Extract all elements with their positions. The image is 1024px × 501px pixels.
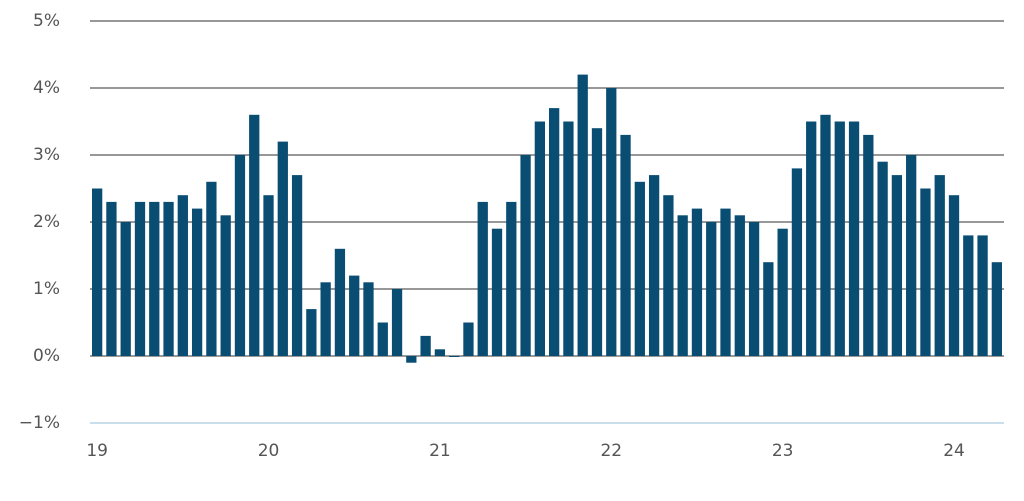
bar <box>520 155 531 356</box>
y-tick-label: 0% <box>33 346 60 366</box>
bar <box>620 134 631 356</box>
bar <box>834 121 845 356</box>
bar <box>506 201 517 356</box>
bar <box>863 134 874 356</box>
bar <box>663 195 674 356</box>
y-tick-label: 4% <box>33 78 60 98</box>
bar <box>263 195 274 356</box>
bar <box>277 141 288 356</box>
bar <box>948 195 960 356</box>
bar <box>134 201 146 356</box>
bar <box>463 322 474 356</box>
bar <box>234 155 246 356</box>
bar <box>820 114 831 356</box>
bar <box>191 208 203 356</box>
bar <box>748 222 760 356</box>
bar <box>548 108 560 356</box>
y-tick-label: 2% <box>33 212 60 232</box>
bar <box>320 282 331 356</box>
bar <box>991 262 1003 356</box>
bar <box>648 175 660 356</box>
bar <box>691 208 703 356</box>
bar <box>206 181 217 356</box>
bar <box>534 121 546 356</box>
bar <box>220 215 231 356</box>
x-tick-label: 22 <box>600 441 622 461</box>
bar <box>291 175 303 356</box>
bar <box>720 208 731 356</box>
bar <box>177 195 188 356</box>
bar <box>91 188 103 356</box>
y-tick-label: 5% <box>33 11 60 31</box>
bar <box>363 282 374 356</box>
bar <box>934 175 945 356</box>
bar <box>677 215 688 356</box>
bar <box>763 262 774 356</box>
bar <box>806 121 817 356</box>
bar <box>906 155 917 356</box>
bar <box>777 228 788 356</box>
bar <box>606 88 617 356</box>
bar <box>963 235 974 356</box>
y-tick-label: 1% <box>33 279 60 299</box>
x-tick-label: 19 <box>86 441 108 461</box>
bar <box>477 201 488 356</box>
bar <box>149 201 160 356</box>
bar <box>706 222 717 356</box>
x-tick-label: 21 <box>429 441 451 461</box>
bar <box>106 201 117 356</box>
bar <box>920 188 931 356</box>
bar <box>877 161 888 356</box>
bar <box>977 235 988 356</box>
bar <box>377 322 388 356</box>
bar <box>249 114 260 356</box>
bar <box>634 181 645 356</box>
bar <box>591 128 603 356</box>
bar <box>163 201 174 356</box>
bar <box>449 356 460 357</box>
bar <box>406 356 417 363</box>
bar <box>577 74 588 356</box>
bar <box>848 121 860 356</box>
bar <box>349 275 360 356</box>
bar <box>791 168 803 356</box>
x-tick-label: 24 <box>943 441 965 461</box>
x-tick-label: 23 <box>772 441 794 461</box>
bar <box>563 121 574 356</box>
bar <box>120 222 131 356</box>
bar <box>420 335 431 356</box>
bar <box>306 309 317 356</box>
bar <box>491 228 503 356</box>
x-tick-label: 20 <box>258 441 280 461</box>
bar <box>391 289 403 356</box>
y-tick-label: −1% <box>19 413 60 433</box>
y-tick-label: 3% <box>33 145 60 165</box>
bar <box>434 349 446 356</box>
bar <box>734 215 745 356</box>
bar <box>334 248 346 356</box>
bar <box>891 175 903 356</box>
